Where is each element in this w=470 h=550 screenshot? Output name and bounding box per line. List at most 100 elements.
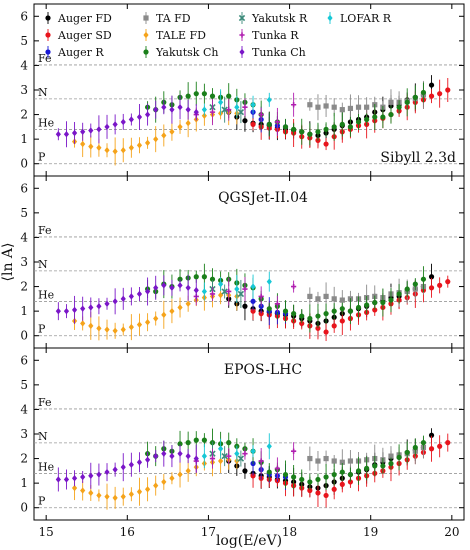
data-point: [144, 486, 151, 493]
data-point: [144, 288, 151, 295]
data-point: [258, 111, 264, 118]
data-point: [153, 135, 159, 143]
data-point: [347, 105, 354, 112]
data-point: [428, 285, 435, 291]
data-point: [226, 107, 232, 113]
data-point: [218, 280, 224, 288]
data-point: [226, 453, 232, 459]
legend-marker: [45, 49, 51, 55]
y-tick-label: 1: [20, 476, 28, 490]
data-point: [161, 282, 167, 289]
reference-label-n: N: [38, 430, 48, 443]
data-point: [128, 293, 134, 300]
data-point: [161, 450, 167, 457]
data-point: [185, 284, 191, 291]
data-point: [218, 457, 224, 465]
data-point: [112, 298, 118, 305]
legend-entry: Yakutsk Ch: [155, 46, 218, 59]
data-point: [250, 121, 256, 127]
data-point: [153, 106, 159, 113]
data-point: [242, 468, 248, 474]
data-point: [226, 288, 232, 295]
legend-entry: Tunka Ch: [252, 46, 306, 59]
data-point: [331, 486, 337, 492]
data-point: [412, 94, 418, 100]
data-point: [63, 307, 70, 315]
data-point: [209, 291, 216, 297]
data-point: [420, 276, 427, 282]
data-point: [339, 469, 345, 475]
data-point: [112, 121, 118, 128]
data-point: [120, 493, 126, 500]
y-tick-label: 2: [20, 108, 28, 122]
data-point: [355, 104, 362, 110]
reference-label-p: P: [38, 151, 46, 164]
data-point: [428, 274, 435, 280]
data-point: [412, 281, 418, 287]
x-tick-label: 20: [444, 525, 459, 539]
model-label: QGSJet-II.04: [218, 190, 308, 206]
data-point: [339, 297, 345, 303]
data-point: [428, 93, 435, 99]
data-point: [388, 111, 394, 118]
data-point: [136, 113, 143, 121]
data-point: [88, 127, 94, 134]
data-point: [96, 492, 102, 499]
data-point: [88, 489, 94, 497]
data-point: [364, 104, 370, 110]
y-tick-label: 5: [20, 34, 28, 48]
data-point: [339, 121, 345, 127]
y-tick-label: 1: [20, 132, 28, 146]
data-point: [372, 114, 378, 120]
data-point: [339, 481, 345, 487]
data-point: [372, 463, 378, 469]
data-point: [112, 327, 118, 334]
data-point: [250, 101, 256, 108]
legend-marker: [143, 49, 149, 55]
data-point: [396, 104, 402, 110]
reference-label-n: N: [38, 258, 48, 271]
data-point: [144, 456, 151, 463]
data-point: [258, 293, 264, 299]
data-point: [185, 106, 191, 113]
data-point: [315, 129, 321, 135]
data-point: [282, 471, 289, 478]
data-point: [291, 311, 297, 317]
data-point: [299, 476, 305, 483]
data-point: [323, 455, 329, 462]
data-point: [177, 471, 183, 478]
data-point: [128, 491, 134, 498]
data-point: [396, 454, 402, 460]
data-point: [120, 463, 126, 471]
data-point: [437, 282, 443, 288]
reference-label-p: P: [38, 323, 46, 336]
data-point: [372, 299, 378, 306]
data-point: [315, 104, 321, 110]
data-point: [307, 131, 313, 137]
data-point: [237, 455, 245, 462]
legend-entry: Auger SD: [57, 29, 112, 42]
legend-marker: [45, 15, 51, 21]
data-point: [221, 452, 228, 460]
data-point: [266, 121, 272, 127]
reference-label-he: He: [38, 117, 54, 130]
data-point: [177, 441, 183, 447]
data-point: [234, 450, 240, 457]
data-point: [153, 284, 159, 291]
series-yakutsk-ch: [144, 263, 427, 333]
data-point: [80, 320, 86, 327]
data-point: [169, 106, 175, 113]
data-point: [193, 437, 199, 443]
data-point: [201, 288, 207, 295]
data-point: [128, 461, 134, 468]
data-point: [218, 445, 224, 452]
legend-marker: [238, 14, 246, 22]
data-point: [323, 103, 329, 109]
data-point: [153, 452, 159, 460]
data-point: [445, 440, 451, 446]
data-point: [96, 303, 102, 310]
data-point: [144, 111, 151, 118]
data-point: [315, 296, 321, 302]
data-point: [307, 293, 313, 299]
